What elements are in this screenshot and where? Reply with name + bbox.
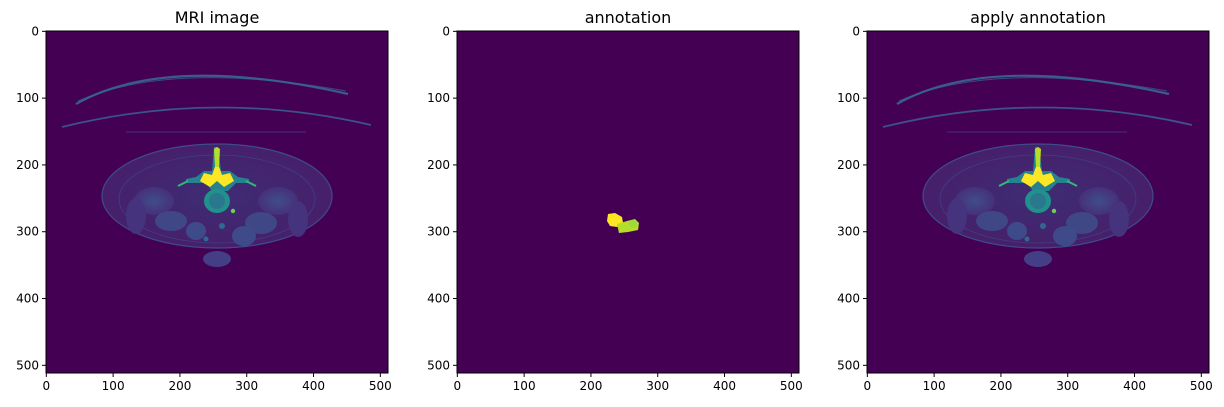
y-tick-label: 200 [427, 158, 450, 172]
y-tick-label: 500 [16, 358, 39, 372]
y-tick-label: 0 [31, 24, 39, 38]
x-tick-label: 400 [1123, 379, 1146, 393]
y-tick-label: 100 [427, 91, 450, 105]
y-tick-label: 500 [837, 358, 860, 372]
x-tick-label: 400 [302, 379, 325, 393]
panel-apply-annotation: apply annotation 0 100 200 300 400 500 0 100 200… [837, 8, 1213, 393]
axes-panel-1: 0 100 200 300 400 500 0 100 200 300 400 500 [16, 24, 392, 393]
y-tick-label: 200 [16, 158, 39, 172]
y-tick-label: 0 [442, 24, 450, 38]
x-tick-label: 100 [102, 379, 125, 393]
y-tick-label: 100 [837, 91, 860, 105]
x-tick-label: 0 [43, 379, 51, 393]
x-tick-label: 500 [1190, 379, 1213, 393]
y-tick-label: 300 [427, 225, 450, 239]
y-tick-label: 400 [16, 292, 39, 306]
y-tick-label: 400 [837, 292, 860, 306]
x-tick-label: 100 [923, 379, 946, 393]
panel-mri-image: MRI image 0 100 200 300 400 500 0 100 200 300 400 5… [16, 8, 392, 393]
panel-annotation: annotation 0 100 200 300 400 500 0 100 200 300 400… [427, 8, 803, 393]
x-tick-label: 200 [168, 379, 191, 393]
y-tick-label: 400 [427, 292, 450, 306]
mri-image-plot [44, 29, 390, 375]
panel-title: annotation [585, 8, 672, 27]
x-tick-label: 300 [646, 379, 669, 393]
x-tick-label: 0 [454, 379, 462, 393]
y-tick-label: 500 [427, 358, 450, 372]
y-tick-label: 0 [852, 24, 860, 38]
x-tick-label: 200 [989, 379, 1012, 393]
x-tick-label: 500 [369, 379, 392, 393]
axes-panel-3: 0 100 200 300 400 500 0 100 200 300 400 500 [837, 24, 1213, 393]
panel-title: apply annotation [970, 8, 1106, 27]
axes-panel-2: 0 100 200 300 400 500 0 100 200 300 400 500 [427, 24, 803, 393]
x-tick-label: 100 [513, 379, 536, 393]
x-tick-label: 300 [235, 379, 258, 393]
x-tick-label: 200 [579, 379, 602, 393]
x-tick-label: 500 [780, 379, 803, 393]
annotation-mask-plot [457, 31, 799, 373]
y-tick-label: 200 [837, 158, 860, 172]
y-tick-label: 300 [837, 225, 860, 239]
panel-title: MRI image [175, 8, 260, 27]
x-tick-label: 400 [713, 379, 736, 393]
applied-annotation-plot [865, 29, 1211, 375]
x-tick-label: 0 [864, 379, 872, 393]
y-tick-label: 100 [16, 91, 39, 105]
y-tick-label: 300 [16, 225, 39, 239]
x-tick-label: 300 [1056, 379, 1079, 393]
